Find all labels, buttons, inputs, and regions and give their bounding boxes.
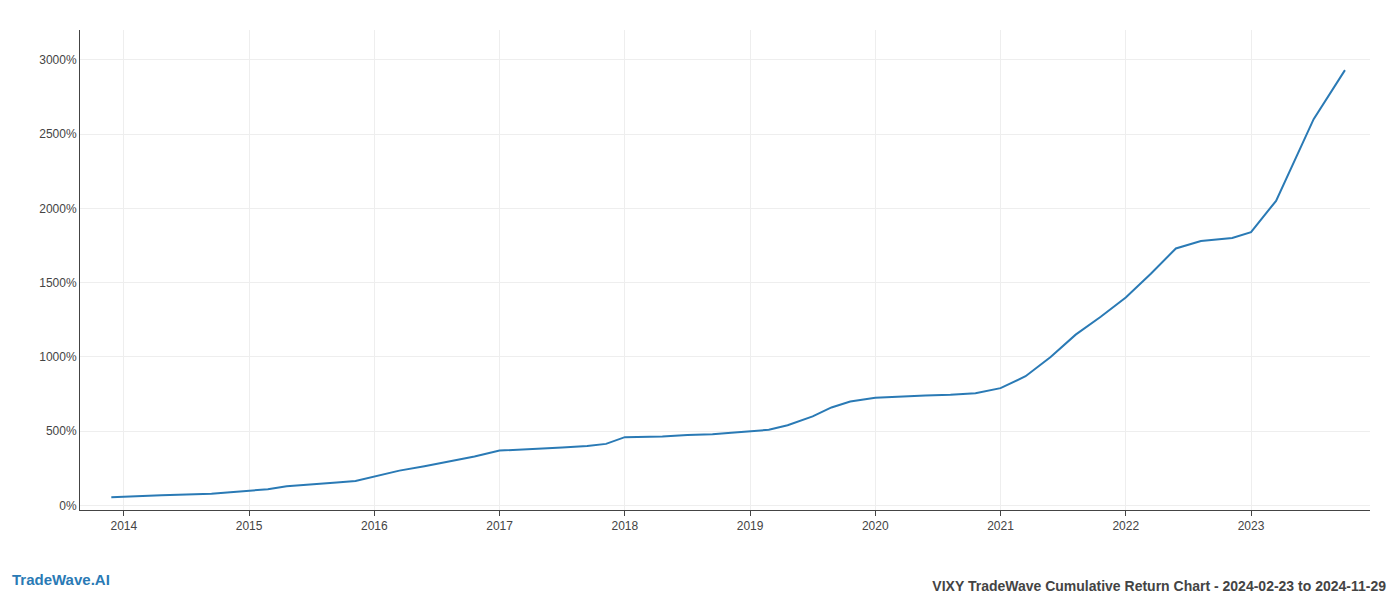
svg-text:2000%: 2000% <box>39 202 77 216</box>
svg-text:0%: 0% <box>59 499 77 513</box>
svg-text:1000%: 1000% <box>39 350 77 364</box>
svg-text:TradeWave.AI: TradeWave.AI <box>12 571 110 588</box>
svg-text:2022: 2022 <box>1112 519 1139 533</box>
svg-text:2015: 2015 <box>236 519 263 533</box>
svg-text:3000%: 3000% <box>39 53 77 67</box>
svg-text:2500%: 2500% <box>39 127 77 141</box>
svg-text:VIXY TradeWave Cumulative Retu: VIXY TradeWave Cumulative Return Chart -… <box>932 578 1386 594</box>
svg-text:2017: 2017 <box>486 519 513 533</box>
svg-text:2018: 2018 <box>611 519 638 533</box>
svg-text:2020: 2020 <box>862 519 889 533</box>
svg-text:2014: 2014 <box>110 519 137 533</box>
svg-text:2023: 2023 <box>1238 519 1265 533</box>
svg-text:2016: 2016 <box>361 519 388 533</box>
svg-text:1500%: 1500% <box>39 276 77 290</box>
svg-text:2019: 2019 <box>737 519 764 533</box>
svg-text:2021: 2021 <box>987 519 1014 533</box>
svg-text:500%: 500% <box>46 424 77 438</box>
